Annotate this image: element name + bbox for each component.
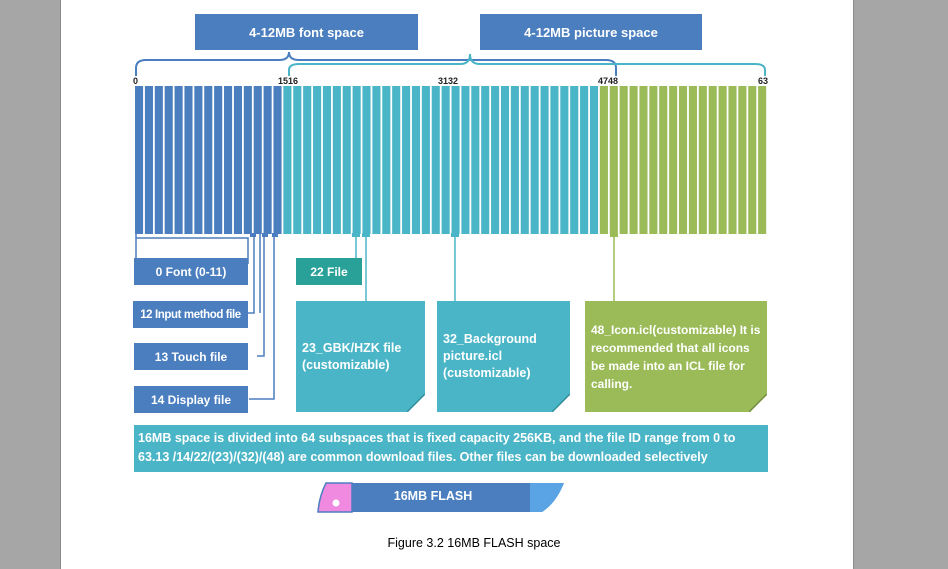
subspace-bar (748, 86, 757, 234)
subspace-bar (352, 86, 361, 234)
subspace-bar (491, 86, 500, 234)
input-method-file-box: 12 Input method file (133, 301, 248, 328)
subspace-bar (580, 86, 589, 234)
subspace-bar (481, 86, 490, 234)
flash-disk-graphic (317, 482, 564, 513)
subspace-bar (263, 86, 272, 234)
background-picture-text: 32_Background picture.icl (customizable) (443, 332, 537, 380)
card-corner-fold (552, 394, 570, 412)
subspace-bar (678, 86, 688, 234)
subspace-bar (224, 86, 233, 234)
figure-caption: Figure 3.2 16MB FLASH space (387, 536, 561, 550)
subspace-bar (629, 86, 638, 234)
subspace-bar (441, 86, 450, 234)
display-file-box: 14 Display file (134, 386, 248, 413)
subspace-bar (619, 86, 628, 234)
tick-label-3132: 3132 (438, 76, 459, 86)
gbk-hzk-file-text: 23_GBK/HZK file (customizable) (302, 340, 402, 372)
subspace-bar (500, 86, 510, 234)
subspace-bar (135, 86, 144, 234)
subspace-bar (708, 86, 717, 234)
subspace-bar (520, 86, 529, 234)
subspace-bar (698, 86, 707, 234)
flash-subspace-bars (135, 86, 767, 234)
icon-icl-card: 48_Icon.icl(customizable) It is recommen… (585, 301, 767, 412)
subspace-bar (560, 86, 569, 234)
subspace-bar (639, 86, 648, 234)
subspace-bar (144, 86, 153, 234)
subspace-bar (313, 86, 322, 234)
subspace-bar (303, 86, 312, 234)
subspace-bar (253, 86, 262, 234)
subspace-bar (214, 86, 223, 234)
subspace-bar (362, 86, 371, 234)
card-corner-fold (749, 394, 767, 412)
subspace-bar (204, 86, 213, 234)
icon-icl-text: 48_Icon.icl(customizable) It is recommen… (591, 322, 761, 391)
subspace-bar (194, 86, 203, 234)
subspace-bar (570, 86, 579, 234)
subspace-bar (609, 86, 618, 234)
subspace-bar (332, 86, 341, 234)
subspace-bar (451, 86, 460, 234)
tick-label-4748: 4748 (598, 76, 619, 86)
subspace-bar (164, 86, 173, 234)
space-brackets (135, 51, 766, 76)
subspace-bar (758, 86, 767, 234)
subspace-bar (293, 86, 302, 234)
subspace-bar (322, 86, 332, 234)
subspace-bar (431, 86, 440, 234)
font-file-box: 0 Font (0-11) (134, 258, 248, 285)
subspace-bar (283, 86, 292, 234)
subspace-bar (728, 86, 737, 234)
flash-disk-label: 16MB FLASH (393, 488, 473, 503)
subspace-bar (342, 86, 351, 234)
subspace-bar (530, 86, 539, 234)
subspace-bar (243, 86, 252, 234)
subspace-bar (669, 86, 678, 234)
subspace-bar (589, 86, 599, 234)
subspace-bar (471, 86, 480, 234)
subspace-bar (174, 86, 183, 234)
flash-description-note: 16MB space is divided into 64 subspaces … (134, 425, 768, 472)
font-space-header: 4-12MB font space (195, 14, 418, 50)
subspace-bar (659, 86, 668, 234)
background-picture-card: 32_Background picture.icl (customizable) (437, 301, 570, 412)
subspace-bar (461, 86, 470, 234)
subspace-bar (540, 86, 549, 234)
tick-label-1516: 1516 (278, 76, 299, 86)
subspace-bar (550, 86, 559, 234)
subspace-bar (154, 86, 163, 234)
subspace-bar (510, 86, 519, 234)
tick-label-0: 0 (133, 76, 139, 86)
subspace-bar (372, 86, 381, 234)
touch-file-box: 13 Touch file (134, 343, 248, 370)
subspace-bar (402, 86, 411, 234)
file-22-box: 22 File (296, 258, 362, 285)
subspace-bar (233, 86, 242, 234)
subspace-bar (421, 86, 430, 234)
subspace-bar (599, 86, 608, 234)
subspace-bar (738, 86, 747, 234)
subspace-bar (649, 86, 658, 234)
subspace-bar (273, 86, 282, 234)
subspace-bar (411, 86, 421, 234)
tick-label-63: 63 (758, 76, 769, 86)
subspace-bar (184, 86, 193, 234)
connector-lines (135, 233, 618, 400)
subspace-bar (382, 86, 391, 234)
picture-space-header: 4-12MB picture space (480, 14, 702, 50)
card-corner-fold (407, 394, 425, 412)
gbk-hzk-file-card: 23_GBK/HZK file (customizable) (296, 301, 425, 412)
subspace-bar (688, 86, 697, 234)
subspace-bar (718, 86, 727, 234)
subspace-bar (392, 86, 401, 234)
